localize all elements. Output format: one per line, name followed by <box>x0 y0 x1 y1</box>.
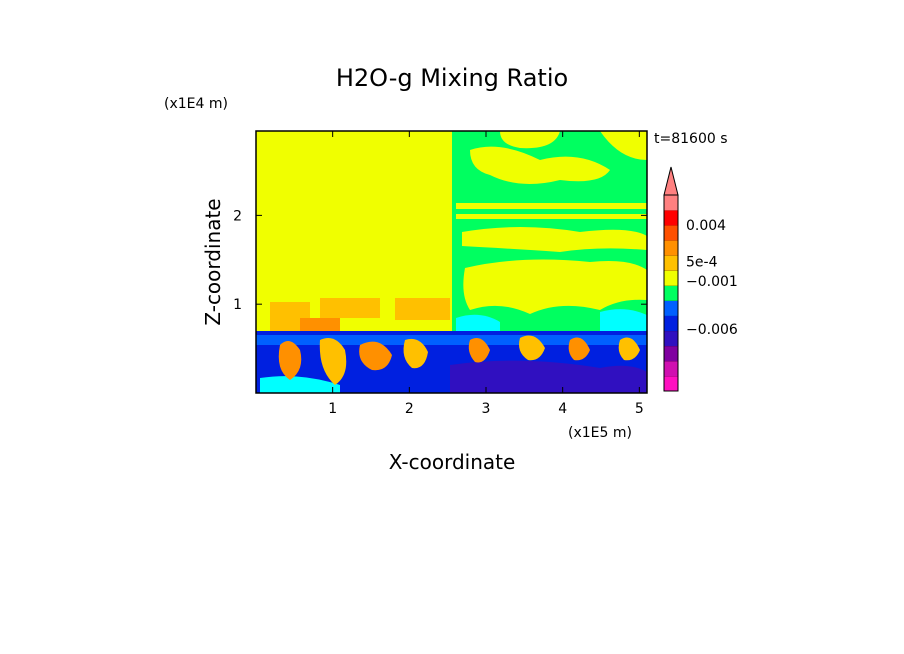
orange-plume <box>278 341 302 380</box>
colorbar-swatch <box>664 210 678 226</box>
yellow-band <box>456 214 647 219</box>
y-axis-title: Z-coordinate <box>201 198 225 325</box>
yellow-patch <box>470 146 610 184</box>
orange-patch <box>320 298 380 318</box>
x-tick-label: 4 <box>558 401 567 417</box>
colorbar-swatch <box>664 195 678 211</box>
colorbar-swatch <box>664 300 678 316</box>
x-scale-label: (x1E5 m) <box>568 425 632 441</box>
x-axis-title: X-coordinate <box>389 450 516 474</box>
colorbar-swatch <box>664 270 678 286</box>
time-label: t=81600 s <box>654 131 728 147</box>
colorbar-swatch <box>664 360 678 377</box>
colorbar-swatch <box>664 225 678 241</box>
orange-patch <box>395 298 450 320</box>
dark-blue-patch <box>450 360 647 393</box>
x-tick-label: 3 <box>482 401 491 417</box>
chart-title: H2O-g Mixing Ratio <box>336 64 568 92</box>
blue-layer-top <box>256 335 647 345</box>
orange-plume <box>568 337 590 361</box>
colorbar-label: 5e-4 <box>686 254 718 270</box>
colorbar-swatch <box>664 345 678 362</box>
orange-plume <box>359 341 392 371</box>
orange-plume <box>618 337 640 361</box>
orange-plume <box>319 337 347 385</box>
cyan-patch <box>260 376 340 393</box>
cyan-patch <box>456 314 500 335</box>
upper-right-block <box>452 131 647 335</box>
colorbar-extend-arrow <box>663 166 679 196</box>
colorbar-swatch <box>664 255 678 271</box>
yellow-patch <box>462 227 647 252</box>
colorbar-swatch <box>664 315 678 331</box>
yellow-band <box>456 203 647 209</box>
colorbar-label: 0.004 <box>686 218 726 234</box>
y-scale-label: (x1E4 m) <box>164 96 228 112</box>
boundary-layer <box>256 331 647 393</box>
orange-plume <box>468 337 490 363</box>
yellow-patch <box>500 131 560 149</box>
orange-patch <box>300 318 340 332</box>
colorbar-swatch <box>664 285 678 301</box>
orange-patches <box>270 298 450 332</box>
y-axis: 12 <box>233 208 647 313</box>
yellow-patch <box>463 259 647 314</box>
y-tick-label: 1 <box>233 297 242 313</box>
colorbar-swatch <box>664 240 678 256</box>
x-tick-label: 2 <box>405 401 414 417</box>
heatmap-field <box>256 131 647 393</box>
orange-plume <box>403 338 428 369</box>
colorbar-swatch <box>664 375 678 392</box>
x-tick-label: 5 <box>635 401 644 417</box>
colorbar: 0.004 5e-4 −0.001 −0.006 <box>663 166 738 392</box>
yellow-patch <box>600 131 647 160</box>
cyan-patch <box>600 309 647 335</box>
orange-plume <box>519 335 545 361</box>
y-tick-label: 2 <box>233 208 242 224</box>
x-tick-label: 1 <box>328 401 337 417</box>
x-axis: 1 2 3 4 5 <box>328 131 644 417</box>
colorbar-label: −0.001 <box>686 274 738 290</box>
colorbar-frame <box>663 194 679 392</box>
colorbar-swatch <box>664 330 678 347</box>
plot-frame <box>255 130 648 394</box>
colorbar-label: −0.006 <box>686 322 738 338</box>
